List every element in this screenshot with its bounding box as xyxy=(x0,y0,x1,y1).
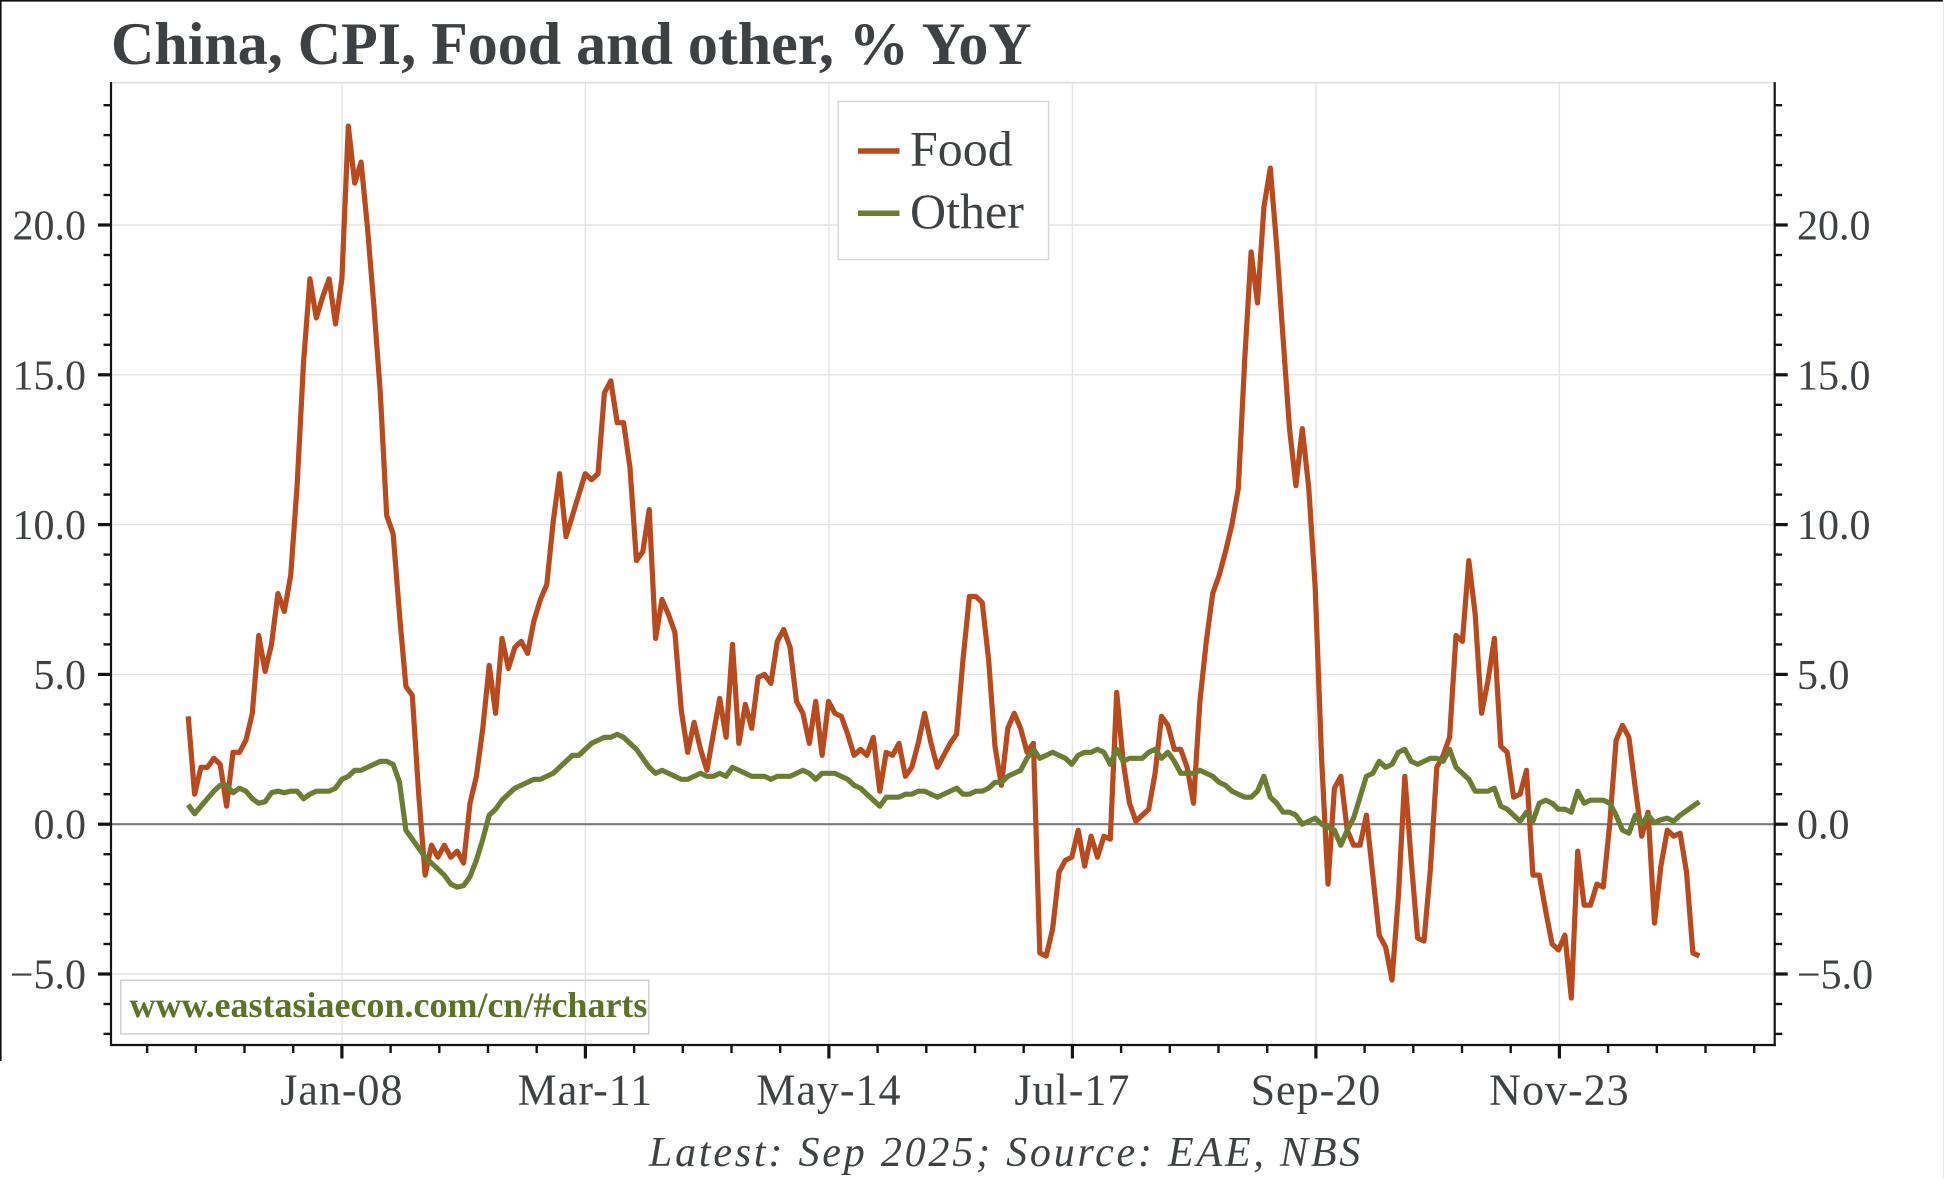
svg-text:Food: Food xyxy=(910,121,1013,177)
svg-text:China, CPI, Food and other, %: China, CPI, Food and other, % YoY xyxy=(111,11,1032,77)
svg-text:Jul-17: Jul-17 xyxy=(1014,1066,1130,1115)
svg-text:20.0: 20.0 xyxy=(1797,204,1871,250)
svg-text:15.0: 15.0 xyxy=(13,353,87,399)
svg-text:Sep-20: Sep-20 xyxy=(1251,1066,1382,1115)
svg-text:Nov-23: Nov-23 xyxy=(1489,1066,1629,1115)
svg-text:10.0: 10.0 xyxy=(13,503,87,549)
svg-text:10.0: 10.0 xyxy=(1797,503,1871,549)
svg-text:20.0: 20.0 xyxy=(13,204,87,250)
svg-text:Mar-11: Mar-11 xyxy=(518,1066,653,1115)
svg-text:Latest: Sep 2025; Source: EAE,: Latest: Sep 2025; Source: EAE, NBS xyxy=(648,1130,1363,1176)
svg-text:May-14: May-14 xyxy=(756,1066,901,1115)
svg-text:www.eastasiaecon.com/cn/#chart: www.eastasiaecon.com/cn/#charts xyxy=(130,985,648,1025)
svg-text:Other: Other xyxy=(910,183,1024,239)
svg-text:Jan-08: Jan-08 xyxy=(280,1066,403,1115)
svg-text:0.0: 0.0 xyxy=(1797,803,1850,849)
svg-text:15.0: 15.0 xyxy=(1797,353,1871,399)
svg-text:−5.0: −5.0 xyxy=(10,953,86,999)
svg-text:5.0: 5.0 xyxy=(34,653,87,699)
svg-text:0.0: 0.0 xyxy=(34,803,87,849)
svg-text:−5.0: −5.0 xyxy=(1797,953,1873,999)
svg-text:5.0: 5.0 xyxy=(1797,653,1850,699)
